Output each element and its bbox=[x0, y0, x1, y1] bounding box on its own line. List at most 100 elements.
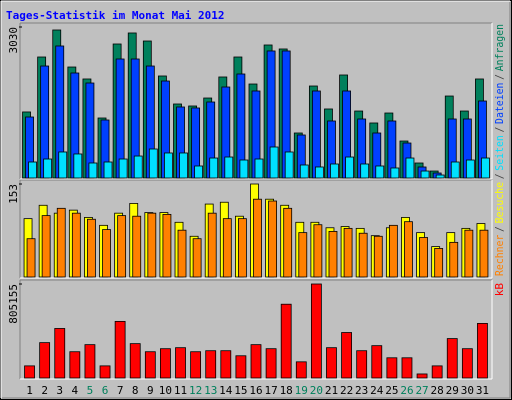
bar bbox=[373, 235, 383, 278]
bar bbox=[43, 158, 53, 179]
bar bbox=[71, 212, 81, 278]
bar bbox=[194, 165, 204, 179]
y-tick-label: 805155 bbox=[7, 284, 20, 324]
x-tick-label: 30 bbox=[461, 384, 474, 397]
bar bbox=[160, 348, 171, 379]
x-tick-label: 21 bbox=[325, 384, 338, 397]
bar bbox=[345, 156, 354, 179]
x-tick-label: 6 bbox=[102, 384, 109, 397]
x-tick-label: 24 bbox=[370, 384, 384, 397]
bar bbox=[224, 156, 234, 179]
bar bbox=[390, 167, 400, 179]
x-tick-label: 4 bbox=[72, 384, 79, 397]
x-tick-label: 17 bbox=[264, 384, 277, 397]
y-tick-label: 3030 bbox=[7, 27, 20, 54]
bar bbox=[129, 343, 141, 379]
bar bbox=[239, 159, 249, 179]
bar bbox=[205, 350, 217, 379]
x-tick-label: 31 bbox=[476, 384, 489, 397]
bar bbox=[144, 351, 156, 379]
y-tick-label: 153 bbox=[7, 184, 20, 204]
x-tick-label: 15 bbox=[234, 384, 247, 397]
bar bbox=[69, 351, 81, 379]
bar bbox=[54, 328, 66, 379]
bar bbox=[404, 221, 413, 278]
legend-entry: kB bbox=[493, 283, 506, 297]
legend-entry: Besuche bbox=[493, 182, 506, 223]
legend-separator: / bbox=[493, 226, 506, 232]
bar bbox=[434, 248, 444, 278]
bar bbox=[88, 162, 98, 179]
bar bbox=[326, 347, 337, 379]
x-tick-label: 10 bbox=[159, 384, 172, 397]
bar bbox=[177, 229, 187, 278]
bar bbox=[220, 350, 232, 379]
bar bbox=[388, 224, 398, 278]
x-tick-label: 25 bbox=[385, 384, 398, 397]
bar bbox=[253, 198, 262, 278]
bar bbox=[132, 215, 142, 278]
x-tick-label: 23 bbox=[355, 384, 368, 397]
bar bbox=[209, 157, 219, 179]
x-tick-label: 22 bbox=[340, 384, 353, 397]
bar bbox=[477, 323, 488, 379]
bar bbox=[179, 152, 188, 179]
x-tick-label: 5 bbox=[87, 384, 94, 397]
bar bbox=[164, 152, 173, 179]
x-tick-label: 20 bbox=[310, 384, 323, 397]
bar bbox=[190, 351, 202, 379]
x-tick-label: 8 bbox=[132, 384, 139, 397]
x-tick-label: 29 bbox=[446, 384, 459, 397]
x-tick-label: 11 bbox=[174, 384, 187, 397]
bar bbox=[24, 365, 35, 379]
bar bbox=[356, 350, 368, 379]
bar bbox=[117, 215, 127, 278]
bar bbox=[405, 157, 415, 179]
legend-entry: Rechner bbox=[493, 234, 506, 276]
x-tick-label: 27 bbox=[415, 384, 428, 397]
x-tick-label: 19 bbox=[295, 384, 308, 397]
bar bbox=[99, 365, 111, 379]
legend: Rechner / Besuche / Seiten / Dateien / Anfragen bbox=[493, 24, 506, 276]
bar bbox=[371, 345, 383, 379]
bar bbox=[28, 161, 37, 179]
bar bbox=[299, 164, 309, 179]
chart-title: Tages-Statistik im Monat Mai 2012 bbox=[6, 9, 225, 22]
legend: kB bbox=[493, 283, 506, 297]
bar bbox=[375, 165, 385, 179]
bar bbox=[238, 218, 247, 278]
bar bbox=[358, 232, 368, 278]
bar bbox=[26, 238, 36, 278]
bar bbox=[87, 218, 96, 278]
legend-entry: Seiten bbox=[493, 135, 506, 170]
bar bbox=[207, 212, 217, 278]
bar bbox=[84, 344, 96, 379]
bar bbox=[360, 163, 370, 179]
bar bbox=[401, 357, 413, 379]
bar bbox=[162, 213, 172, 278]
x-tick-label: 18 bbox=[280, 384, 293, 397]
bar bbox=[235, 355, 247, 379]
bar bbox=[461, 348, 473, 379]
x-tick-label: 2 bbox=[41, 384, 48, 397]
bar bbox=[328, 231, 338, 278]
bar bbox=[269, 146, 279, 179]
bar bbox=[420, 170, 430, 179]
bar bbox=[446, 338, 458, 379]
bar bbox=[254, 158, 264, 179]
bar bbox=[118, 158, 128, 179]
bar bbox=[431, 365, 443, 379]
bar bbox=[479, 229, 489, 278]
x-tick-label: 1 bbox=[26, 384, 33, 397]
x-tick-label: 28 bbox=[431, 384, 444, 397]
bar bbox=[283, 207, 293, 278]
bar bbox=[465, 159, 475, 179]
bar bbox=[435, 174, 445, 179]
bar bbox=[313, 224, 323, 278]
bar bbox=[73, 153, 83, 179]
bar bbox=[310, 283, 322, 379]
bar bbox=[284, 151, 294, 179]
x-tick-label: 12 bbox=[189, 384, 202, 397]
bar bbox=[298, 232, 308, 278]
legend-entry: Anfragen bbox=[493, 24, 506, 71]
